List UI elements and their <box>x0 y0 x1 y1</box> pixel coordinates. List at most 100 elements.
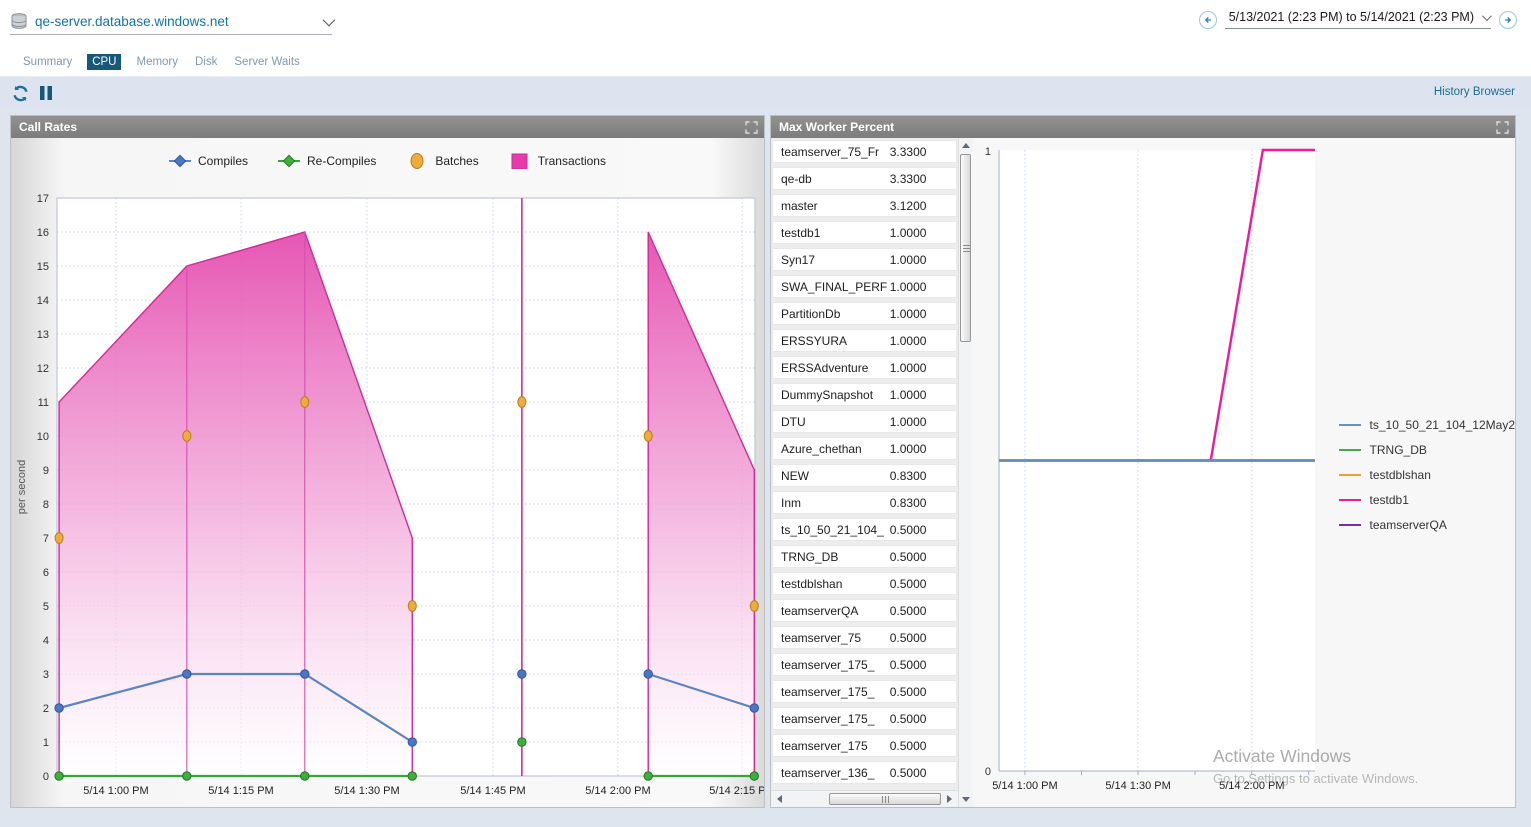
table-row[interactable]: teamserver_175_ 0.5000 <box>772 653 957 676</box>
db-name-cell: teamserver_75 <box>781 630 862 645</box>
expand-icon[interactable] <box>745 120 758 134</box>
diamond-marker-icon <box>169 154 191 168</box>
max-worker-panel-header: Max Worker Percent <box>771 116 1515 138</box>
server-name: qe-server.database.windows.net <box>35 14 229 29</box>
max-worker-table: teamserver_75_Fr 3.3300 qe-db 3.3300 master 3… <box>771 138 958 807</box>
time-range-control: 5/13/2021 (2:23 PM) to 5/14/2021 (2:23 P… <box>1198 10 1517 29</box>
value-cell: 1.0000 <box>889 441 927 456</box>
table-row[interactable]: TRNG_DB 0.5000 <box>772 545 957 568</box>
refresh-icon <box>13 85 28 102</box>
legend-item-compiles[interactable]: Compiles <box>169 153 248 169</box>
legend-item-transactions[interactable]: Transactions <box>509 153 606 169</box>
tab-bar: Summary CPU Memory Disk Server Waits <box>0 44 1531 76</box>
line-swatch-icon <box>1338 499 1361 501</box>
table-row[interactable]: Syn17 1.0000 <box>772 248 957 271</box>
table-rows: teamserver_75_Fr 3.3300 qe-db 3.3300 master 3… <box>771 138 958 790</box>
svg-text:5/14 1:30 PM: 5/14 1:30 PM <box>1105 780 1170 792</box>
scrollbar-thumb[interactable] <box>959 154 971 342</box>
table-row[interactable]: teamserver_175_ 0.5000 <box>772 707 957 730</box>
horizontal-scrollbar[interactable] <box>771 790 958 807</box>
tab-server-waits[interactable]: Server Waits <box>234 56 300 68</box>
scroll-left-button[interactable] <box>772 792 787 806</box>
legend-item-ts-10-50-21-104-12may2[interactable]: ts_10_50_21_104_12May2 <box>1327 418 1515 432</box>
svg-text:12: 12 <box>37 363 49 375</box>
triangle-left-icon <box>777 795 782 803</box>
value-cell: 0.5000 <box>889 630 927 645</box>
call-rates-panel-header: Call Rates <box>11 116 764 138</box>
chevron-down-icon <box>1481 10 1492 21</box>
tab-summary[interactable]: Summary <box>23 56 73 68</box>
time-forward-button[interactable] <box>1499 10 1517 29</box>
table-row[interactable]: ts_10_50_21_104_ 0.5000 <box>772 518 957 541</box>
value-cell: 0.5000 <box>889 657 927 672</box>
table-row[interactable]: DTU 1.0000 <box>772 410 957 433</box>
svg-text:5/14 1:45 PM: 5/14 1:45 PM <box>460 785 525 797</box>
legend-label: Re-Compiles <box>307 154 377 168</box>
table-row[interactable]: Inm 0.8300 <box>772 491 957 514</box>
triangle-up-icon <box>961 143 970 148</box>
db-name-cell: teamserverQA <box>781 603 859 618</box>
legend-item-testdb1[interactable]: testdb1 <box>1327 493 1515 507</box>
thumb-grip <box>962 248 970 249</box>
time-back-button[interactable] <box>1198 10 1217 29</box>
tab-memory[interactable]: Memory <box>136 56 179 68</box>
legend-item-batches[interactable]: Batches <box>406 153 479 169</box>
db-name-cell: teamserver_175 <box>781 738 868 753</box>
svg-text:8: 8 <box>43 499 49 511</box>
legend-label: Transactions <box>537 154 606 168</box>
table-row[interactable]: teamserverQA 0.5000 <box>772 599 957 622</box>
table-row[interactable]: ERSSAdventure 1.0000 <box>772 356 957 379</box>
legend-item-testdblshan[interactable]: testdblshan <box>1327 468 1515 482</box>
table-row[interactable]: teamserver_175_ 0.5000 <box>772 680 957 703</box>
table-row[interactable]: DummySnapshot 1.0000 <box>772 383 957 406</box>
svg-text:14: 14 <box>37 295 49 307</box>
table-row[interactable]: testdb1 1.0000 <box>772 221 957 244</box>
value-cell: 3.3300 <box>889 171 927 186</box>
table-row[interactable]: teamserver_75_Fr 3.3300 <box>772 140 957 163</box>
chevron-down-icon <box>322 13 336 27</box>
table-row[interactable]: teamserver_175 0.5000 <box>772 734 957 757</box>
ellipse-marker-icon <box>410 153 424 169</box>
scroll-down-button[interactable] <box>958 792 973 807</box>
db-name-cell: DummySnapshot <box>781 387 874 402</box>
svg-text:0: 0 <box>984 766 990 778</box>
max-worker-chart-area: 5/14 1:00 PM 5/14 1:30 PM 5/14 2:00 PM 1 0 <box>970 138 1327 807</box>
vertical-scrollbar[interactable] <box>957 138 973 807</box>
legend-item-teamserverqa[interactable]: teamserverQA <box>1327 518 1515 532</box>
time-range-dropdown[interactable]: 5/13/2021 (2:23 PM) to 5/14/2021 (2:23 P… <box>1224 10 1492 29</box>
arrow-left-icon <box>1204 16 1211 23</box>
table-row[interactable]: qe-db 3.3300 <box>772 167 957 190</box>
expand-icon[interactable] <box>1496 120 1509 134</box>
value-cell: 1.0000 <box>889 225 927 240</box>
legend-item-trng-db[interactable]: TRNG_DB <box>1327 443 1515 457</box>
table-row[interactable]: testdblshan 0.5000 <box>772 572 957 595</box>
legend-label: testdb1 <box>1369 493 1409 507</box>
table-row[interactable]: teamserver_75 0.5000 <box>772 626 957 649</box>
db-name-cell: DTU <box>781 414 806 429</box>
tab-cpu[interactable]: CPU <box>87 54 122 70</box>
legend-item-re-compiles[interactable]: Re-Compiles <box>278 153 376 169</box>
history-browser-link[interactable]: History Browser <box>1433 86 1515 98</box>
table-row[interactable]: Azure_chethan 1.0000 <box>772 437 957 460</box>
scroll-right-button[interactable] <box>942 792 957 806</box>
top-bar: qe-server.database.windows.net 5/13/2021… <box>0 0 1531 44</box>
refresh-button[interactable] <box>11 84 30 108</box>
table-row[interactable]: teamserver_136_ 0.5000 <box>772 761 957 784</box>
server-selector[interactable]: qe-server.database.windows.net <box>10 9 336 35</box>
value-cell: 1.0000 <box>889 279 927 294</box>
panel-title: Max Worker Percent <box>779 120 895 134</box>
table-row[interactable]: PartitionDb 1.0000 <box>772 302 957 325</box>
svg-text:5/14 1:00 PM: 5/14 1:00 PM <box>83 785 148 797</box>
pause-button[interactable] <box>38 84 54 107</box>
table-row[interactable]: NEW 0.8300 <box>772 464 957 487</box>
svg-text:11: 11 <box>38 397 49 409</box>
table-row[interactable]: ERSSYURA 1.0000 <box>772 329 957 352</box>
value-cell: 0.5000 <box>889 765 927 780</box>
table-row[interactable]: master 3.1200 <box>772 194 957 217</box>
scrollbar-thumb[interactable] <box>829 793 941 805</box>
tab-disk[interactable]: Disk <box>195 56 218 68</box>
value-cell: 1.0000 <box>889 252 927 267</box>
scroll-up-button[interactable] <box>958 138 973 153</box>
table-row[interactable]: SWA_FINAL_PERF 1.0000 <box>772 275 957 298</box>
